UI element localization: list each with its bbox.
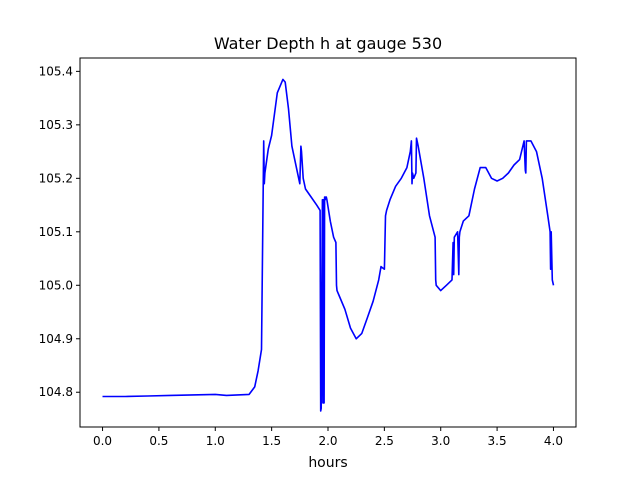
x-tick-label: 4.0 xyxy=(544,434,563,448)
y-tick-label: 105.2 xyxy=(39,171,73,185)
y-axis: 104.8 104.9 105.0 105.1 105.2 105.3 105.4 xyxy=(39,64,80,399)
x-tick-label: 1.0 xyxy=(206,434,225,448)
x-tick-label: 3.0 xyxy=(431,434,450,448)
x-tick-label: 2.5 xyxy=(375,434,394,448)
y-tick-label: 104.8 xyxy=(39,385,73,399)
y-tick-label: 104.9 xyxy=(39,332,73,346)
x-axis: 0.0 0.5 1.0 1.5 2.0 2.5 3.0 3.5 4.0 xyxy=(93,427,563,448)
y-tick-label: 105.4 xyxy=(39,64,73,78)
x-tick-label: 0.5 xyxy=(149,434,168,448)
series-line xyxy=(102,78,555,412)
x-tick-label: 2.0 xyxy=(318,434,337,448)
series-layer xyxy=(102,78,555,412)
x-tick-label: 1.5 xyxy=(262,434,281,448)
y-tick-label: 105.1 xyxy=(39,225,73,239)
plot-background xyxy=(80,58,576,427)
x-axis-label: hours xyxy=(308,455,347,471)
x-tick-label: 3.5 xyxy=(488,434,507,448)
chart-title: Water Depth h at gauge 530 xyxy=(214,34,442,53)
y-tick-label: 105.0 xyxy=(39,278,73,292)
x-tick-label: 0.0 xyxy=(93,434,112,448)
y-tick-label: 105.3 xyxy=(39,118,73,132)
